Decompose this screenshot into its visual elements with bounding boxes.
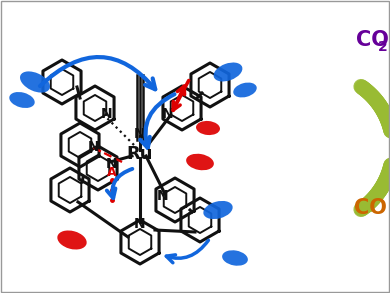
- Text: N: N: [106, 157, 118, 171]
- Ellipse shape: [222, 250, 248, 266]
- Ellipse shape: [233, 83, 257, 98]
- Ellipse shape: [20, 71, 50, 93]
- Ellipse shape: [57, 231, 87, 250]
- Text: 2: 2: [378, 40, 388, 54]
- Text: N: N: [101, 107, 113, 121]
- Text: N: N: [162, 107, 174, 121]
- Ellipse shape: [203, 201, 233, 219]
- Text: Ru: Ru: [127, 145, 153, 163]
- Ellipse shape: [186, 154, 214, 170]
- Ellipse shape: [196, 121, 220, 135]
- Text: A: A: [107, 166, 117, 178]
- Text: N: N: [157, 189, 169, 203]
- Ellipse shape: [214, 62, 243, 81]
- Text: CO: CO: [354, 198, 387, 218]
- Text: N: N: [88, 140, 100, 154]
- Ellipse shape: [9, 92, 35, 108]
- Text: CO: CO: [356, 30, 389, 50]
- Text: N: N: [134, 127, 146, 141]
- Text: N: N: [134, 217, 146, 231]
